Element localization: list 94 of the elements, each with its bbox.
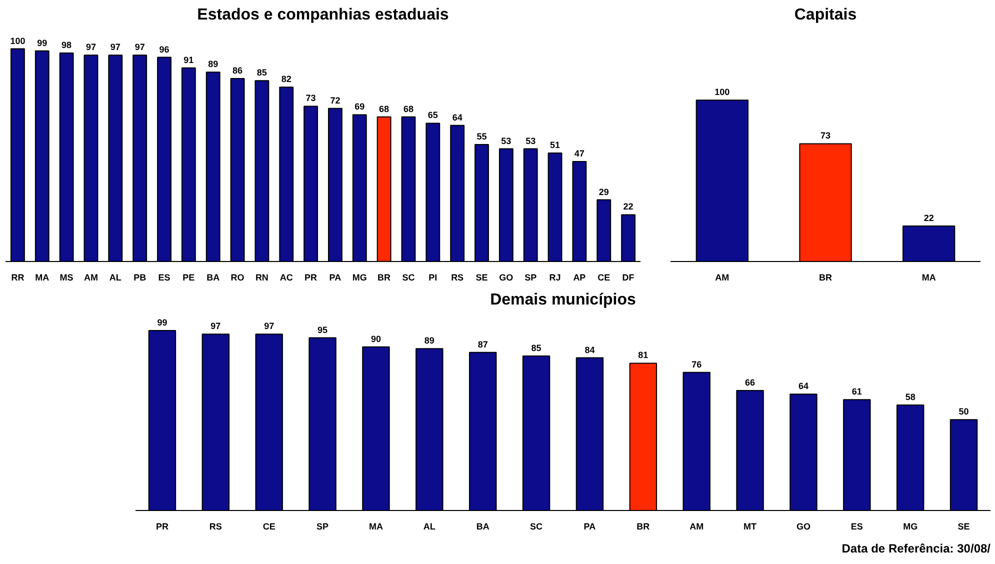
data-label: 64: [452, 112, 462, 122]
data-label: 66: [745, 378, 756, 388]
x-tick-label: SP: [316, 522, 329, 532]
data-label: 58: [905, 392, 916, 402]
data-label: 61: [852, 386, 862, 397]
data-label: 89: [208, 59, 218, 70]
data-label: 97: [210, 321, 221, 332]
x-tick-label: MA: [922, 272, 936, 282]
x-tick-label: AM: [84, 272, 98, 282]
x-tick-label: PR: [304, 272, 318, 282]
data-label: 22: [623, 202, 634, 212]
x-tick-label: SE: [958, 522, 970, 532]
x-tick-label: PR: [156, 522, 169, 532]
x-tick-label: BR: [819, 272, 832, 282]
x-tick-label: AL: [423, 522, 436, 532]
x-tick-label: BR: [378, 272, 392, 282]
x-tick-label: AC: [280, 272, 294, 282]
data-label: 91: [184, 54, 194, 65]
data-label: 97: [86, 42, 96, 52]
x-tick-label: BA: [206, 272, 220, 282]
data-label: 69: [354, 102, 365, 112]
x-tick-label: AP: [573, 272, 586, 282]
data-label: 99: [157, 318, 168, 328]
text: Data de Referência: 30/08/: [842, 542, 992, 556]
x-tick-label: RS: [451, 272, 464, 282]
x-tick-label: PI: [428, 272, 438, 282]
x-tick-label: ES: [850, 522, 863, 532]
data-label: 51: [550, 140, 560, 150]
data-label: 85: [256, 68, 267, 78]
x-tick-label: BA: [476, 522, 490, 532]
x-tick-label: CE: [598, 272, 610, 282]
data-label: 65: [428, 110, 438, 120]
data-label: 29: [598, 186, 609, 197]
data-label: 64: [798, 381, 808, 392]
data-label: 50: [958, 406, 969, 417]
x-tick-label: ES: [158, 272, 170, 282]
x-tick-label: GO: [499, 272, 514, 282]
chart-title: Capitais: [794, 6, 857, 24]
x-tick-label: MS: [60, 272, 74, 282]
x-tick-label: PB: [134, 272, 147, 282]
data-label: 53: [501, 136, 512, 146]
data-label: 98: [62, 40, 72, 50]
x-tick-label: CE: [262, 522, 276, 532]
data-label: 68: [403, 104, 414, 114]
data-label: 89: [424, 336, 434, 346]
x-tick-label: RR: [11, 272, 25, 282]
x-tick-label: SC: [402, 272, 416, 282]
data-label: 76: [692, 359, 702, 370]
data-label: 100: [714, 87, 730, 98]
x-tick-label: SP: [524, 272, 537, 282]
data-label: 97: [110, 42, 120, 52]
x-tick-label: MA: [35, 272, 50, 282]
x-tick-label: SE: [476, 272, 488, 282]
chart-title: Demais municípios: [490, 292, 636, 308]
x-tick-label: PA: [584, 522, 596, 532]
data-label: 55: [476, 132, 487, 142]
data-label: 81: [638, 350, 648, 360]
data-label: 72: [330, 95, 340, 106]
x-tick-label: GO: [796, 522, 810, 532]
data-label: 68: [379, 104, 390, 114]
data-label: 85: [531, 342, 542, 353]
data-label: 73: [820, 130, 831, 141]
data-label: 22: [924, 212, 934, 223]
data-label: 99: [37, 38, 48, 48]
data-label: 73: [306, 93, 316, 104]
x-tick-label: MG: [903, 522, 918, 532]
x-tick-label: RS: [209, 522, 222, 532]
data-label: 82: [281, 74, 292, 84]
data-label: 87: [478, 339, 488, 350]
x-tick-label: BR: [636, 522, 650, 532]
x-tick-label: RN: [255, 272, 268, 282]
x-tick-label: RO: [230, 272, 244, 282]
x-tick-label: AM: [690, 522, 704, 532]
data-label: 53: [526, 136, 536, 146]
x-tick-label: PE: [182, 272, 195, 282]
data-label: 96: [159, 44, 170, 54]
data-label: 100: [10, 36, 26, 46]
x-tick-label: MT: [744, 522, 758, 532]
x-tick-label: AL: [109, 272, 122, 282]
x-tick-label: MA: [368, 522, 384, 532]
data-label: 90: [370, 334, 381, 344]
x-tick-label: SC: [530, 522, 544, 532]
x-tick-label: MG: [352, 272, 367, 282]
data-label: 97: [134, 42, 145, 52]
data-label: 47: [574, 148, 584, 159]
x-tick-label: AM: [715, 272, 730, 282]
chart-title: Estados e companhias estaduais: [197, 6, 449, 24]
data-label: 95: [318, 324, 328, 335]
data-label: 97: [264, 321, 274, 332]
x-tick-label: DF: [622, 272, 635, 282]
x-tick-label: RJ: [549, 272, 561, 282]
data-label: 84: [584, 344, 595, 355]
x-tick-label: PA: [329, 272, 342, 282]
data-label: 86: [232, 66, 243, 76]
